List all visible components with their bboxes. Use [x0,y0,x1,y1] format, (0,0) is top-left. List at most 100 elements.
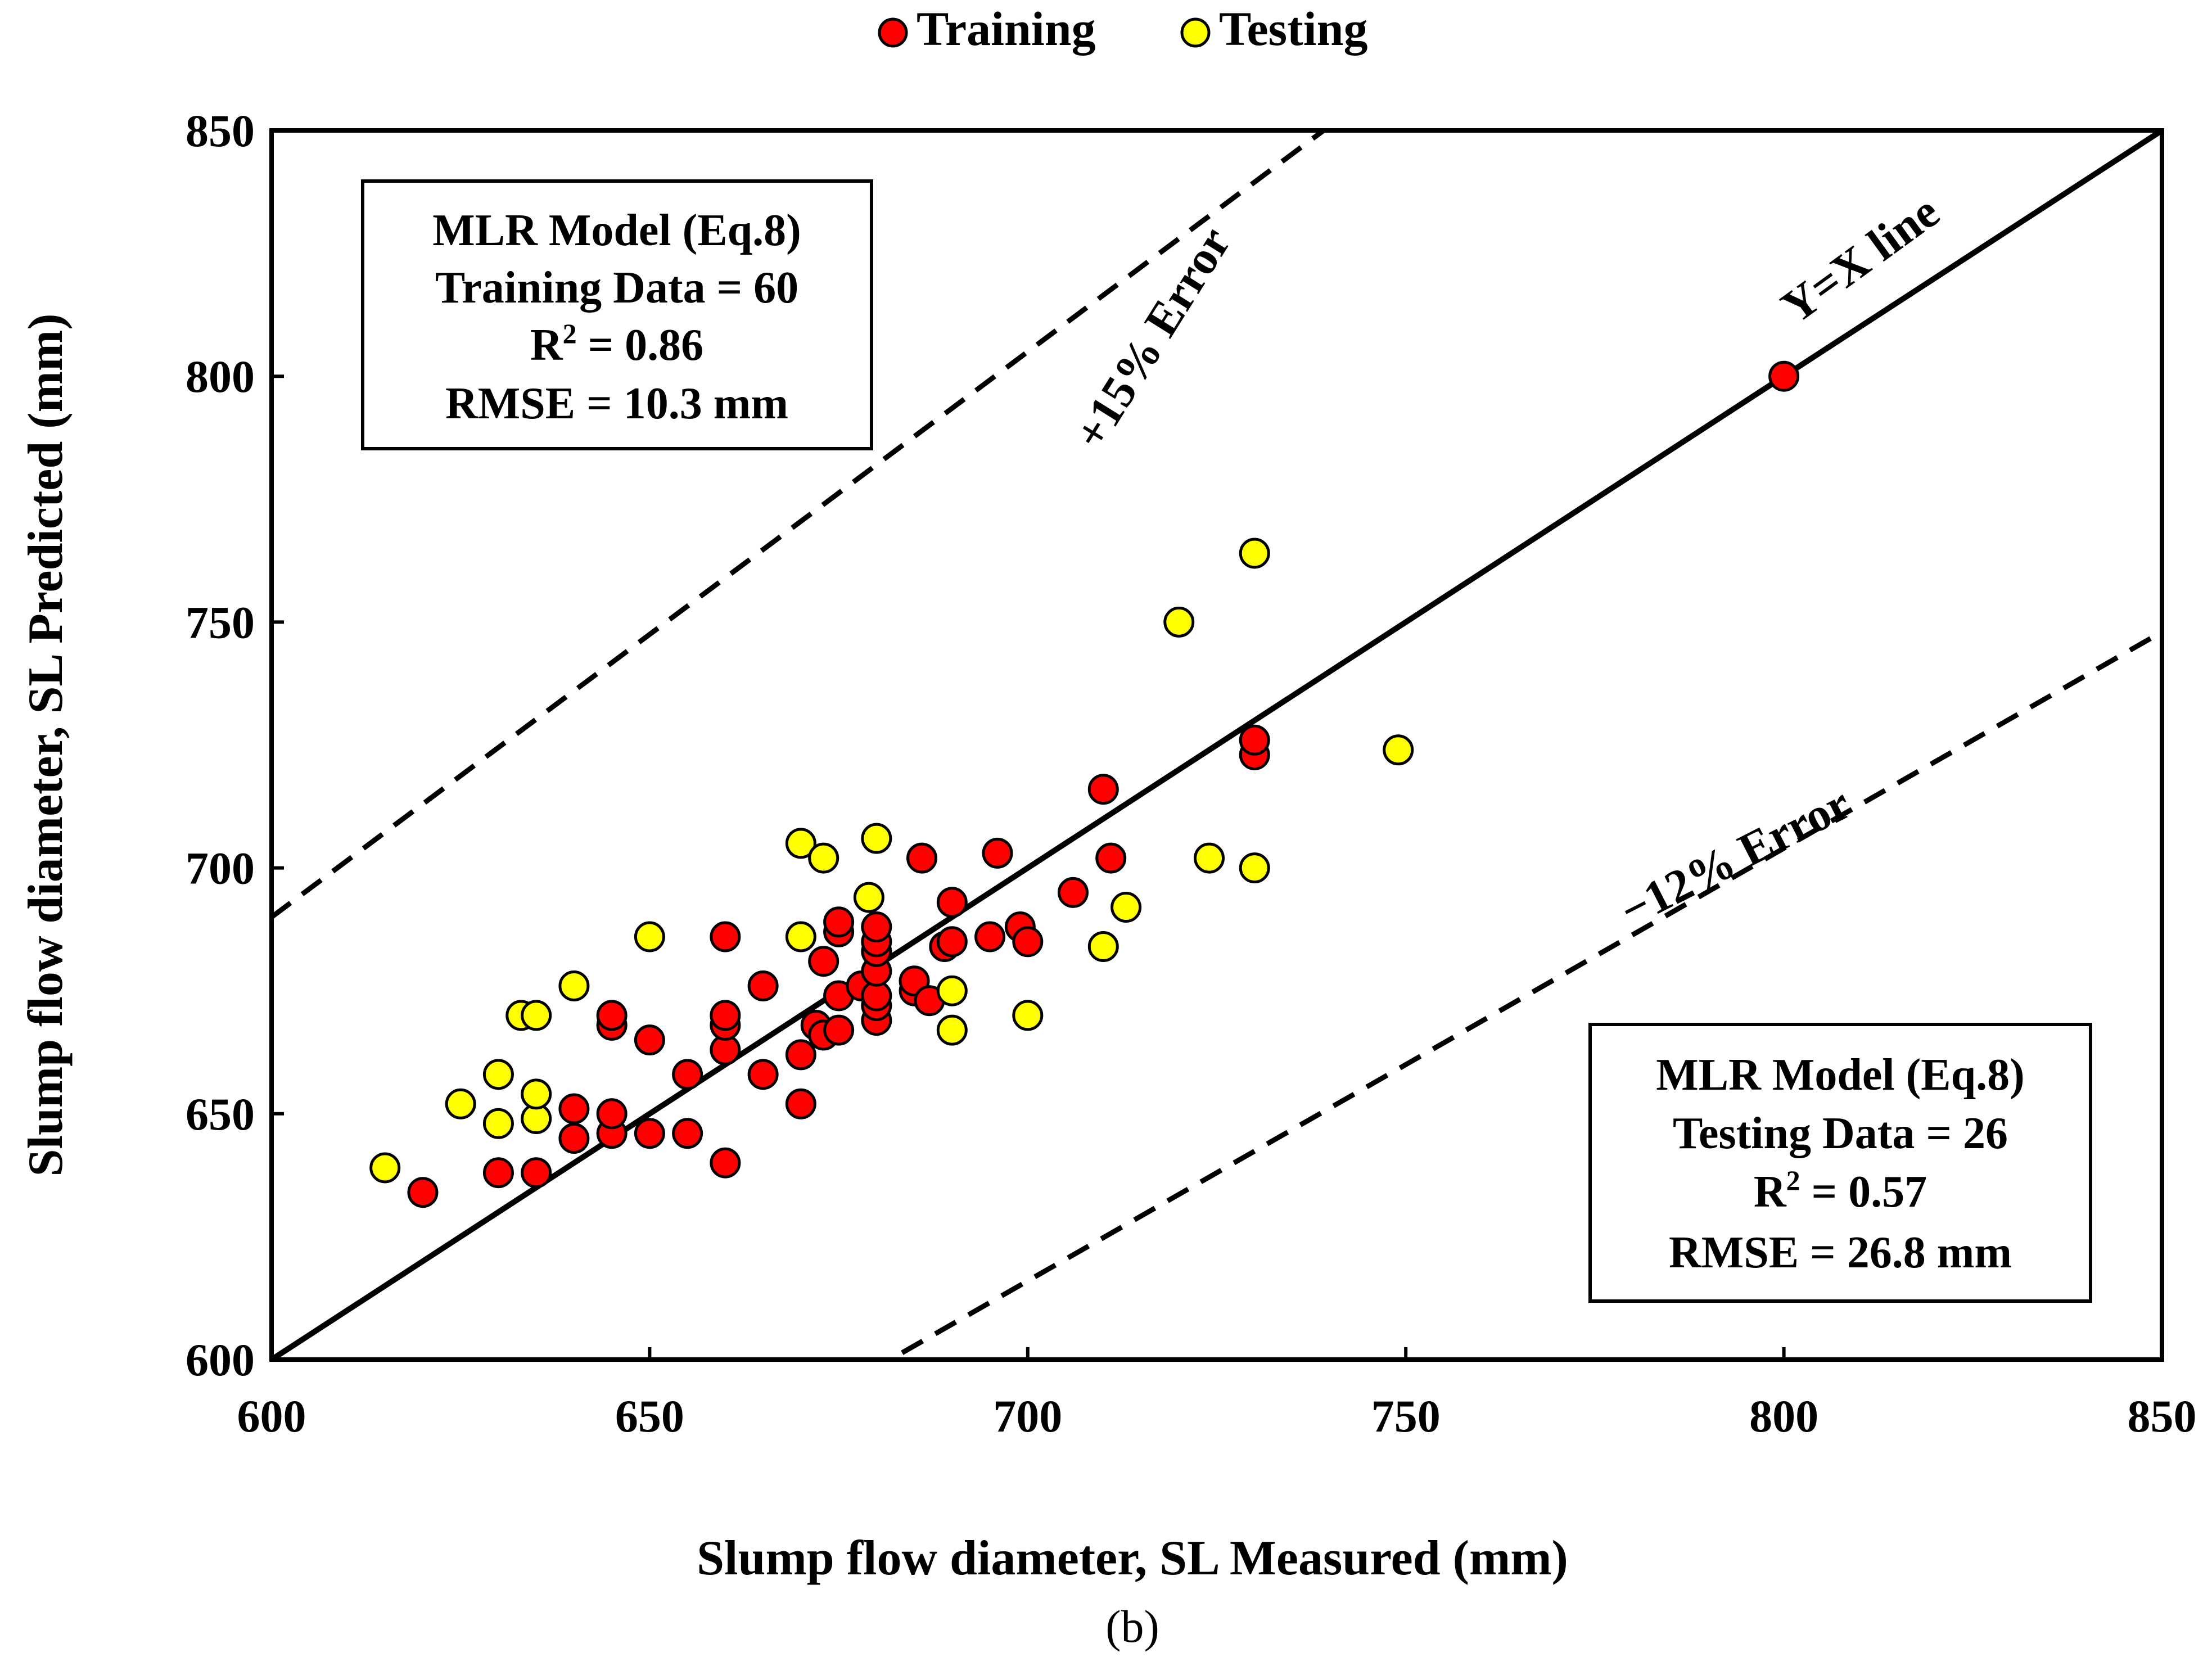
training-point [1012,926,1044,958]
reference-lines [272,130,2162,1360]
testing-point [936,1014,968,1046]
training-point [482,1157,514,1189]
training-point [974,921,1006,952]
x-axis-ticks: 600 650 700 750 800 850 [237,1347,2197,1442]
testing-stats-box: MLR Model (Eq.8) Testing Data = 26 R2 = … [1588,1023,2092,1303]
legend-marker-training [878,17,908,48]
training-point [1057,877,1089,908]
x-tick-label: 800 [1749,1390,1818,1442]
training-point [558,1123,590,1154]
training-point [1239,724,1270,756]
training-point [1768,360,1800,392]
training-r2-prefix: R [530,320,563,370]
training-point [936,926,968,958]
testing-box-frame [1588,1023,2092,1303]
y-tick-label: 650 [186,1089,255,1140]
x-tick-label: 600 [237,1390,306,1442]
training-point [634,1118,665,1149]
training-point [407,1177,439,1208]
training-r2-sup: 2 [563,318,577,349]
x-axis-label: Slump flow diameter, SL Measured (mm) [697,1531,1568,1586]
training-box-line1: MLR Model (Eq.8) [432,206,801,255]
testing-box-line4: RMSE = 26.8 mm [1669,1228,2012,1277]
y-tick-label: 750 [186,597,255,648]
legend: Training Testing [878,2,1367,56]
testing-point [1383,734,1414,766]
testing-point [808,842,839,874]
testing-point [521,1000,552,1031]
training-point [1095,842,1127,874]
testing-point [1110,892,1142,923]
training-point [596,1098,628,1130]
training-point [785,1088,816,1119]
testing-r2-value: = 0.57 [1800,1167,1927,1217]
testing-point [558,970,590,1001]
reference-line-0 [272,130,2162,1360]
testing-box-r2: R2 = 0.57 [1754,1164,1927,1217]
figure-caption: (b) [1105,1601,1159,1652]
y-axis-label: Slump flow diameter, SL Predicted (mm) [19,313,73,1176]
x-tick-label: 750 [1371,1390,1441,1442]
training-point [558,1093,590,1125]
training-stats-box: MLR Model (Eq.8) Training Data = 60 R2 =… [361,179,873,450]
training-point [906,842,938,874]
training-point [823,1014,855,1046]
data-points [369,360,1800,1208]
x-tick-label: 650 [615,1390,684,1442]
training-point [672,1118,703,1149]
training-point [596,1000,628,1031]
training-point [823,906,855,938]
testing-box-line1: MLR Model (Eq.8) [1656,1050,2025,1100]
testing-point [445,1088,476,1119]
training-point [785,1039,816,1071]
training-point [936,887,968,918]
training-box-r2: R2 = 0.86 [530,318,703,370]
training-box-frame [361,179,873,450]
legend-marker-testing [1180,17,1211,48]
legend-label-testing: Testing [1219,2,1367,56]
testing-point [936,975,968,1006]
y-tick-label: 600 [186,1334,255,1385]
y-tick-label: 800 [186,351,255,402]
training-point [634,1024,665,1056]
testing-point [785,921,816,952]
training-box-line2: Training Data = 60 [435,263,798,313]
testing-point [1012,1000,1044,1031]
testing-point [1239,538,1270,569]
y-axis-ticks: 600 650 700 750 800 850 [186,105,284,1385]
training-point [1087,774,1119,805]
training-point [982,837,1013,869]
testing-point [861,823,892,854]
testing-point [1087,931,1119,963]
training-point [710,1000,741,1031]
reference-line-1 [272,130,1328,919]
training-point [747,970,779,1001]
testing-r2-prefix: R [1754,1167,1787,1217]
training-point [710,1147,741,1179]
y-tick-label: 700 [186,843,255,894]
training-point [808,946,839,977]
testing-r2-sup: 2 [1786,1164,1800,1196]
testing-point [521,1078,552,1110]
testing-point [1194,842,1225,874]
training-point [747,1059,779,1090]
training-point [710,921,741,952]
training-box-line4: RMSE = 10.3 mm [445,379,788,428]
training-r2-value: = 0.86 [577,320,704,370]
testing-point [1239,852,1270,884]
testing-point [853,882,884,913]
legend-label-training: Training [917,2,1096,56]
testing-point [482,1059,514,1090]
testing-point [482,1108,514,1139]
x-tick-label: 700 [993,1390,1062,1442]
x-tick-label: 850 [2128,1390,2197,1442]
training-point [672,1059,703,1090]
testing-point [1163,606,1195,638]
reference-line-2 [885,629,2162,1360]
testing-point [369,1152,401,1184]
testing-point [634,921,665,952]
testing-point [785,828,816,859]
testing-box-line2: Testing Data = 26 [1673,1109,2008,1158]
training-point [861,911,892,943]
